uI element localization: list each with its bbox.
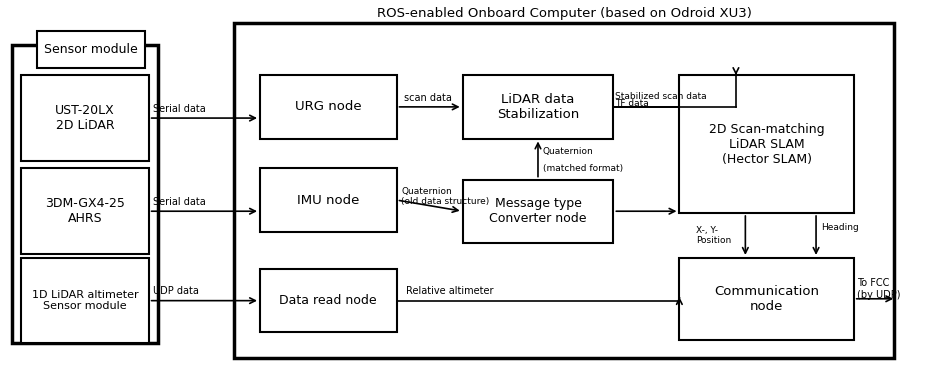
Text: UDP data: UDP data — [153, 286, 199, 296]
Bar — [37, 31, 145, 68]
Bar — [680, 75, 853, 213]
Text: scan data: scan data — [404, 93, 452, 102]
Text: Quaternion
(old data structure): Quaternion (old data structure) — [401, 187, 490, 206]
Text: URG node: URG node — [295, 100, 362, 113]
Text: ROS-enabled Onboard Computer (based on Odroid XU3): ROS-enabled Onboard Computer (based on O… — [377, 7, 751, 20]
Bar — [260, 168, 396, 232]
Bar — [22, 168, 149, 254]
Text: (by UDP): (by UDP) — [856, 290, 900, 300]
Text: IMU node: IMU node — [297, 193, 360, 206]
Text: Stabilized scan data: Stabilized scan data — [615, 92, 707, 101]
Text: 3DM-GX4-25
AHRS: 3DM-GX4-25 AHRS — [45, 197, 125, 225]
Text: Communication
node: Communication node — [714, 285, 819, 313]
Text: Message type
Converter node: Message type Converter node — [489, 197, 587, 225]
Text: LiDAR data
Stabilization: LiDAR data Stabilization — [497, 93, 579, 121]
Text: (matched format): (matched format) — [543, 164, 623, 173]
Text: To FCC: To FCC — [856, 278, 889, 288]
Bar — [12, 45, 158, 343]
Bar — [680, 258, 853, 340]
Text: Serial data: Serial data — [153, 197, 206, 207]
Text: Relative altimeter: Relative altimeter — [406, 286, 494, 296]
Text: 2D Scan-matching
LiDAR SLAM
(Hector SLAM): 2D Scan-matching LiDAR SLAM (Hector SLAM… — [709, 123, 824, 166]
Text: Data read node: Data read node — [279, 294, 377, 307]
Text: X-, Y-
Position: X-, Y- Position — [697, 226, 732, 245]
Text: Serial data: Serial data — [153, 104, 206, 114]
Text: Heading: Heading — [820, 224, 858, 233]
Bar — [260, 269, 396, 332]
Text: Quaternion: Quaternion — [543, 147, 594, 156]
Bar — [260, 75, 396, 138]
Text: Sensor module: Sensor module — [43, 43, 138, 56]
Bar — [22, 258, 149, 343]
Bar — [463, 180, 614, 243]
Bar — [22, 75, 149, 161]
Text: UST-20LX
2D LiDAR: UST-20LX 2D LiDAR — [55, 104, 115, 132]
Text: TF data: TF data — [615, 99, 649, 108]
Text: 1D LiDAR altimeter
Sensor module: 1D LiDAR altimeter Sensor module — [32, 290, 139, 312]
Bar — [463, 75, 614, 138]
Bar — [234, 23, 894, 358]
